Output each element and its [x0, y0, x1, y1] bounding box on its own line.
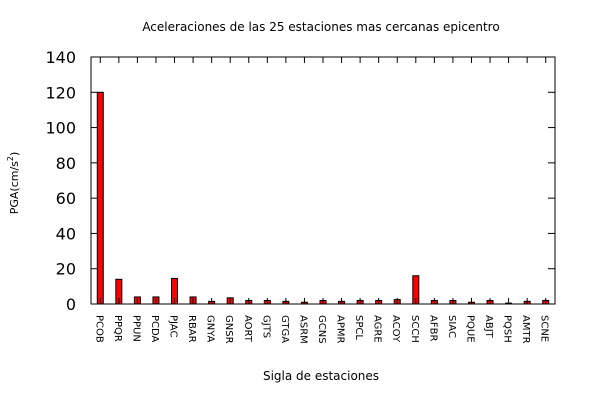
y-axis-label-text: PGA(cm/s — [8, 161, 21, 214]
x-tick-label: APMR — [335, 315, 346, 343]
x-tick-label: GJTS — [260, 315, 271, 338]
y-tick-label: 0 — [66, 295, 76, 314]
x-tick-label: AFBR — [427, 315, 438, 341]
y-axis-label-close: ) — [8, 152, 21, 156]
x-tick-label: PPUN — [130, 315, 141, 342]
y-tick-label: 40 — [56, 224, 76, 243]
x-tick-label: AORT — [242, 315, 253, 343]
y-tick-label: 60 — [56, 189, 76, 208]
y-tick-label: 140 — [45, 48, 76, 67]
x-tick-label: SIAC — [446, 315, 457, 338]
bar-pcob — [96, 91, 104, 305]
x-tick-label: GNYA — [205, 315, 216, 343]
x-tick-label: RBAR — [186, 315, 197, 343]
x-tick-label: GNSR — [223, 315, 234, 344]
x-tick-label: PQUE — [464, 315, 475, 343]
x-tick-label: SCNE — [539, 315, 550, 342]
x-tick-label: PJAC — [168, 315, 179, 337]
x-tick-label: ASRM — [297, 315, 308, 344]
y-axis-label: PGA(cm/s2) — [6, 152, 21, 215]
x-tick-label: GTGA — [279, 315, 290, 343]
y-tick-label: 120 — [45, 83, 76, 102]
x-axis-label: Sigla de estaciones — [263, 369, 379, 383]
plot-frame — [90, 56, 556, 305]
y-tick-label: 80 — [56, 154, 76, 173]
y-tick-label: 20 — [56, 260, 76, 279]
y-axis-label-superscript: 2 — [6, 156, 15, 161]
x-tick-label: PCOB — [93, 315, 104, 343]
x-tick-label: GCNS — [316, 315, 327, 344]
x-tick-label: SCCH — [409, 315, 420, 343]
x-tick-label: ABJT — [483, 315, 494, 339]
y-tick-label: 100 — [45, 119, 76, 138]
x-tick-label: ACOY — [390, 315, 401, 343]
chart-title: Aceleraciones de las 25 estaciones mas c… — [142, 20, 499, 34]
x-tick-label: PPQR — [112, 315, 123, 342]
x-tick-label: AMTR — [520, 315, 531, 344]
x-tick-label: AGRE — [372, 315, 383, 343]
x-tick-label: PQSH — [502, 315, 513, 343]
x-tick-label: SPCL — [353, 315, 364, 340]
x-tick-label: PCDA — [149, 315, 160, 343]
